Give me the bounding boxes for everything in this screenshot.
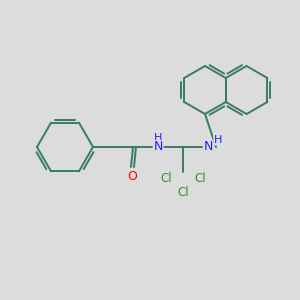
Text: Cl: Cl — [194, 172, 206, 185]
Text: H: H — [214, 135, 222, 145]
Text: Cl: Cl — [160, 172, 172, 185]
Text: N: N — [153, 140, 163, 154]
Text: Cl: Cl — [177, 185, 189, 199]
Text: O: O — [127, 169, 137, 182]
Text: H: H — [154, 133, 162, 143]
Text: N: N — [203, 140, 213, 154]
